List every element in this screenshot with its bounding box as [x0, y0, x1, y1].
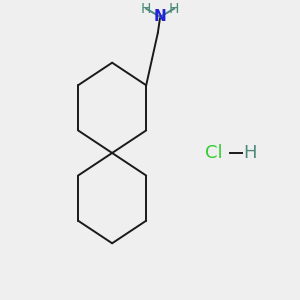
Text: H: H: [141, 2, 152, 16]
Text: Cl: Cl: [205, 144, 223, 162]
Text: N: N: [154, 9, 167, 24]
Text: H: H: [244, 144, 257, 162]
Text: H: H: [169, 2, 179, 16]
